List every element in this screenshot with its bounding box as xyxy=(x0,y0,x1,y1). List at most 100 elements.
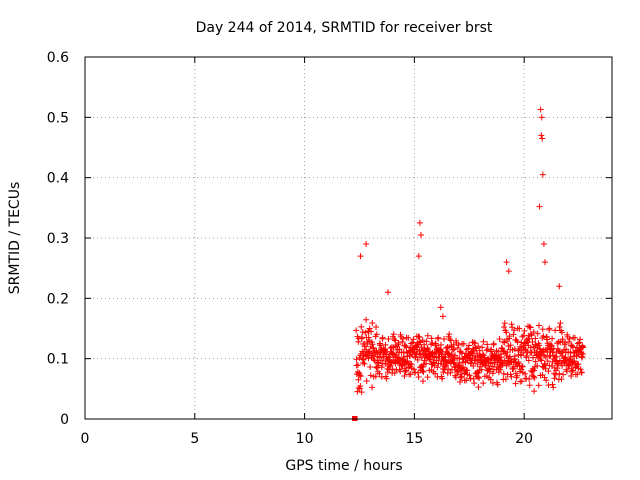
data-point xyxy=(353,356,360,363)
data-point xyxy=(457,374,464,381)
data-point xyxy=(550,384,557,391)
data-point xyxy=(439,313,446,320)
data-point xyxy=(579,344,586,351)
data-point xyxy=(366,325,373,332)
data-point xyxy=(507,342,514,349)
data-point xyxy=(482,362,489,369)
x-tick-label: 0 xyxy=(81,431,90,447)
data-point xyxy=(376,370,383,377)
data-point xyxy=(512,370,519,377)
data-point xyxy=(470,362,477,369)
data-point xyxy=(563,346,570,353)
data-point xyxy=(454,344,461,351)
x-tick-label: 15 xyxy=(405,431,423,447)
data-point xyxy=(578,369,585,376)
data-point xyxy=(560,371,567,378)
data-point xyxy=(465,342,472,349)
data-point xyxy=(576,339,583,346)
data-point xyxy=(542,259,549,266)
data-point xyxy=(534,362,541,369)
data-point xyxy=(566,335,573,342)
data-point xyxy=(538,132,545,139)
y-tick-label: 0 xyxy=(60,412,69,428)
data-point xyxy=(518,378,525,385)
data-point xyxy=(434,364,441,371)
x-tick-label: 5 xyxy=(190,431,199,447)
data-point xyxy=(432,370,439,377)
y-tick-label: 0.6 xyxy=(47,50,69,66)
data-point xyxy=(414,356,421,363)
data-point xyxy=(527,324,534,331)
data-point xyxy=(392,337,399,344)
data-point xyxy=(551,375,558,382)
data-point xyxy=(371,357,378,364)
data-point xyxy=(370,344,377,351)
data-point xyxy=(479,344,486,351)
data-point xyxy=(458,373,465,380)
data-point xyxy=(424,374,431,381)
data-point xyxy=(466,372,473,379)
data-point xyxy=(382,341,389,348)
data-point xyxy=(514,372,521,379)
data-point xyxy=(447,369,454,376)
data-point xyxy=(574,340,581,347)
y-tick-label: 0.3 xyxy=(47,231,69,247)
data-point xyxy=(365,355,372,362)
data-point xyxy=(539,171,546,178)
data-point xyxy=(531,388,538,395)
data-point xyxy=(404,357,411,364)
data-point xyxy=(490,340,497,347)
data-points xyxy=(351,106,587,421)
data-point xyxy=(409,339,416,346)
data-point xyxy=(512,359,519,366)
data-point xyxy=(481,361,488,368)
data-point xyxy=(385,336,392,343)
data-point xyxy=(461,370,468,377)
data-point xyxy=(362,329,369,336)
data-point xyxy=(515,358,522,365)
data-point xyxy=(390,331,397,338)
data-point xyxy=(437,341,444,348)
x-tick-label: 10 xyxy=(296,431,314,447)
data-point xyxy=(455,368,462,375)
data-point xyxy=(424,332,431,339)
y-tick-label: 0.1 xyxy=(47,352,69,368)
data-point xyxy=(385,289,392,296)
data-point xyxy=(399,362,406,369)
data-point xyxy=(489,363,496,370)
data-point xyxy=(577,336,584,343)
data-point xyxy=(556,370,563,377)
data-point xyxy=(501,320,508,327)
data-point xyxy=(505,268,512,275)
data-point xyxy=(355,376,362,383)
data-point xyxy=(526,375,533,382)
data-point xyxy=(419,378,426,385)
data-point xyxy=(417,231,424,238)
data-point xyxy=(356,372,363,379)
data-point xyxy=(433,357,440,364)
data-point xyxy=(493,352,500,359)
data-point xyxy=(537,345,544,352)
data-point xyxy=(354,362,361,369)
data-point xyxy=(396,346,403,353)
data-point xyxy=(545,368,552,375)
data-point xyxy=(420,368,427,375)
data-point xyxy=(475,384,482,391)
data-point xyxy=(557,320,564,327)
data-point xyxy=(569,367,576,374)
data-point xyxy=(382,360,389,367)
data-point xyxy=(391,369,398,376)
data-point xyxy=(535,322,542,329)
data-point xyxy=(503,329,510,336)
data-point xyxy=(391,336,398,343)
data-point xyxy=(525,357,532,364)
data-point xyxy=(500,324,507,331)
data-point xyxy=(538,357,545,364)
data-point xyxy=(470,375,477,382)
data-point xyxy=(534,330,541,337)
data-point xyxy=(357,253,364,260)
data-point xyxy=(432,342,439,349)
data-point xyxy=(476,374,483,381)
data-point xyxy=(554,340,561,347)
